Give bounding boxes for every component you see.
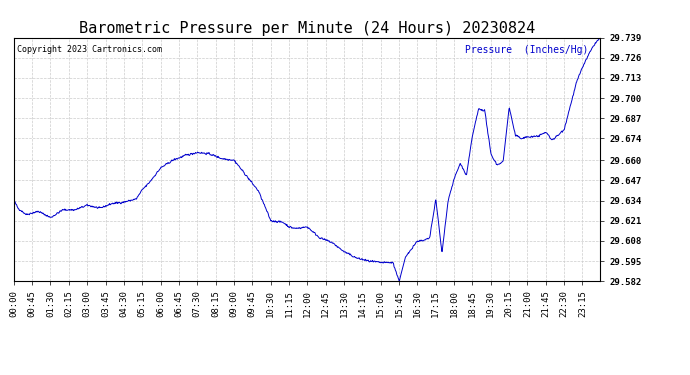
Text: Pressure  (Inches/Hg): Pressure (Inches/Hg) (465, 45, 589, 55)
Title: Barometric Pressure per Minute (24 Hours) 20230824: Barometric Pressure per Minute (24 Hours… (79, 21, 535, 36)
Text: Copyright 2023 Cartronics.com: Copyright 2023 Cartronics.com (17, 45, 161, 54)
